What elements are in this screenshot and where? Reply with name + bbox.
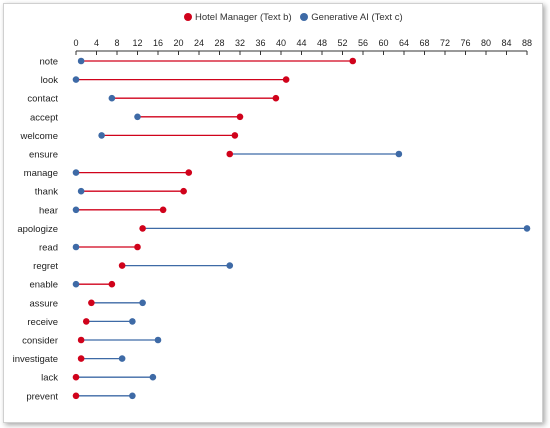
category-label: consider xyxy=(22,336,58,347)
category-label: prevent xyxy=(26,391,58,402)
x-tick-label: 32 xyxy=(235,38,245,48)
point-hotel-manager xyxy=(88,299,95,307)
point-hotel-manager xyxy=(159,206,167,214)
point-hotel-manager xyxy=(82,318,90,325)
x-tick-label: 12 xyxy=(132,38,142,48)
category-label: enable xyxy=(29,280,58,291)
category-label: lack xyxy=(41,373,58,384)
point-generative-ai xyxy=(72,280,80,288)
point-hotel-manager xyxy=(139,225,146,232)
x-tick-label: 8 xyxy=(114,38,119,48)
legend: Hotel Manager (Text b) Generative AI (Te… xyxy=(184,12,409,26)
x-tick-label: 72 xyxy=(440,38,450,48)
x-tick-label: 48 xyxy=(317,38,327,48)
category-label: apologize xyxy=(17,224,58,235)
point-generative-ai xyxy=(72,243,80,251)
x-tick-label: 40 xyxy=(276,38,286,48)
point-generative-ai xyxy=(149,373,157,381)
x-tick-label: 88 xyxy=(522,38,532,48)
x-tick-label: 36 xyxy=(255,38,265,48)
category-label: investigate xyxy=(13,354,58,365)
x-tick-label: 28 xyxy=(214,38,224,48)
legend-label-generative-ai: Generative AI (Text c) xyxy=(311,12,403,23)
point-hotel-manager xyxy=(272,94,280,102)
point-hotel-manager xyxy=(282,76,290,83)
point-hotel-manager xyxy=(134,243,141,251)
point-generative-ai xyxy=(129,318,136,325)
point-hotel-manager xyxy=(236,113,244,121)
point-generative-ai xyxy=(523,225,531,232)
category-label: regret xyxy=(33,261,58,272)
x-tick-label: 16 xyxy=(153,38,163,48)
x-tick-label: 84 xyxy=(501,38,511,48)
x-tick-label: 64 xyxy=(399,38,409,48)
x-tick-label: 20 xyxy=(173,38,183,48)
point-generative-ai xyxy=(139,299,146,307)
point-generative-ai xyxy=(134,113,141,121)
point-hotel-manager xyxy=(72,373,80,381)
point-hotel-manager xyxy=(118,262,126,269)
point-hotel-manager xyxy=(77,336,85,344)
x-tick-label: 52 xyxy=(337,38,347,48)
point-generative-ai xyxy=(118,355,126,362)
x-tick-label: 56 xyxy=(358,38,368,48)
point-generative-ai xyxy=(98,132,105,139)
chart-frame xyxy=(3,3,543,423)
category-label: read xyxy=(39,243,58,254)
point-hotel-manager xyxy=(180,187,187,195)
point-generative-ai xyxy=(129,392,136,400)
x-tick-label: 60 xyxy=(378,38,388,48)
x-tick-label: 24 xyxy=(194,38,204,48)
point-hotel-manager xyxy=(72,392,80,400)
category-label: welcome xyxy=(20,131,59,142)
category-label: manage xyxy=(24,168,58,179)
point-generative-ai xyxy=(72,206,80,214)
category-label: receive xyxy=(27,317,58,328)
x-tick-label: 0 xyxy=(73,38,78,48)
category-label: look xyxy=(41,75,59,86)
x-tick-label: 68 xyxy=(419,38,429,48)
point-generative-ai xyxy=(77,57,85,65)
category-label: accept xyxy=(30,112,58,123)
point-generative-ai xyxy=(72,76,80,83)
point-hotel-manager xyxy=(349,57,357,65)
category-label: thank xyxy=(35,187,58,198)
category-label: note xyxy=(40,57,59,68)
legend-marker-generative-ai xyxy=(300,13,309,21)
legend-item-generative-ai: Generative AI (Text c) xyxy=(300,12,403,23)
legend-marker-hotel-manager xyxy=(184,13,192,21)
point-generative-ai xyxy=(395,150,403,158)
point-generative-ai xyxy=(72,169,80,176)
point-hotel-manager xyxy=(108,280,116,288)
point-hotel-manager xyxy=(77,355,85,362)
x-tick-label: 4 xyxy=(94,38,99,48)
point-hotel-manager xyxy=(185,169,193,176)
category-label: ensure xyxy=(29,150,58,161)
x-tick-label: 76 xyxy=(460,38,470,48)
point-hotel-manager xyxy=(226,150,234,158)
x-tick-label: 80 xyxy=(481,38,491,48)
legend-label-hotel-manager: Hotel Manager (Text b) xyxy=(195,12,292,23)
point-generative-ai xyxy=(226,262,234,269)
category-label: assure xyxy=(29,298,58,309)
category-label: contact xyxy=(27,94,58,105)
x-tick-label: 44 xyxy=(296,38,306,48)
legend-item-hotel-manager: Hotel Manager (Text b) xyxy=(184,12,292,23)
category-label: hear xyxy=(39,205,58,216)
point-generative-ai xyxy=(77,187,85,195)
point-generative-ai xyxy=(108,94,116,102)
point-hotel-manager xyxy=(231,132,239,139)
point-generative-ai xyxy=(154,336,162,344)
